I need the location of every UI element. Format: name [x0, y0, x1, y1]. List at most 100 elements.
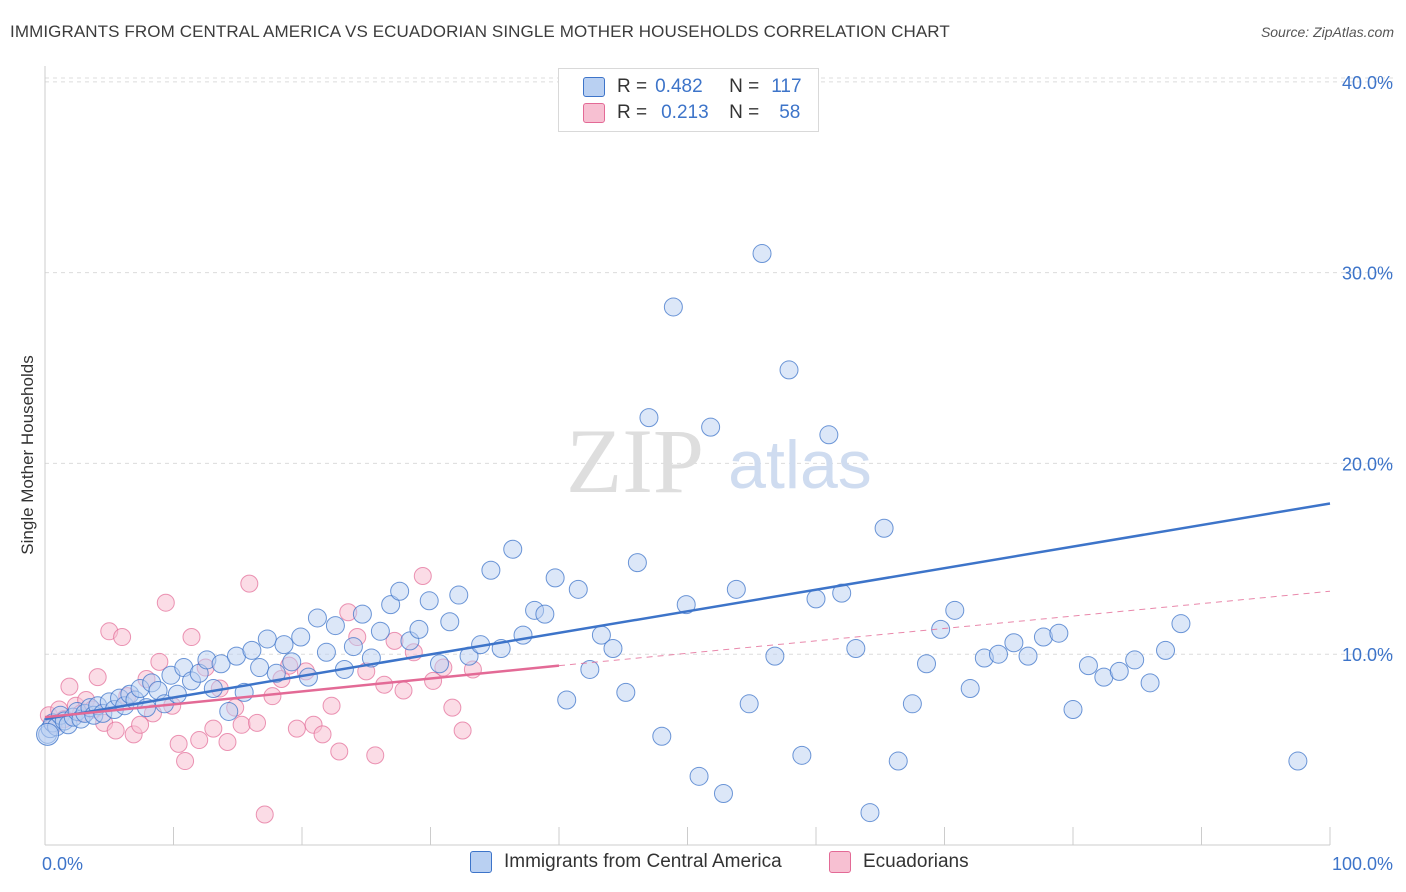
watermark-zip: ZIP	[566, 410, 704, 512]
y-tick-label: 10.0%	[1342, 645, 1393, 665]
central-america-point	[419, 591, 439, 611]
central-america-point	[1171, 614, 1191, 634]
ecuadorians-point	[190, 731, 209, 750]
central-america-point	[779, 360, 799, 380]
central-america-point	[860, 803, 880, 823]
central-america-point	[266, 663, 286, 683]
central-america-point	[316, 642, 336, 662]
central-america-point	[307, 608, 327, 628]
central-america-point	[1018, 646, 1038, 666]
central-america-point	[765, 646, 785, 666]
watermark: ZIP atlas	[566, 410, 872, 512]
x-tick-label: 0.0%	[42, 854, 83, 874]
y-tick-label: 40.0%	[1342, 73, 1393, 93]
central-america-point	[568, 579, 588, 599]
ecuadorians-point	[232, 715, 251, 734]
central-america-point	[1078, 656, 1098, 676]
central-america-point	[1156, 640, 1176, 660]
central-america-point	[545, 568, 565, 588]
ecuadorians-point	[394, 681, 413, 700]
central-america-point	[503, 539, 523, 559]
watermark-atlas: atlas	[728, 427, 872, 503]
chart-title: IMMIGRANTS FROM CENTRAL AMERICA VS ECUAD…	[10, 22, 950, 41]
ecuadorians-point	[176, 752, 195, 771]
central-america-point	[616, 682, 636, 702]
central-america-point	[917, 654, 937, 674]
ecuadorians-point	[113, 628, 132, 647]
ecuadorians-point	[322, 696, 341, 715]
central-america-point	[557, 690, 577, 710]
legend-n-value: 117	[771, 76, 802, 97]
legend-n-value: 58	[779, 102, 801, 123]
central-america-point	[36, 722, 60, 746]
central-america-point	[250, 658, 270, 678]
ecuadorians-point	[218, 732, 237, 751]
ecuadorians-point	[248, 713, 267, 732]
ecuadorians-trend-extension	[558, 590, 1331, 667]
legend-r-label: R =	[617, 102, 648, 123]
central-america-point	[1049, 623, 1069, 643]
ecuadorians-point	[156, 593, 175, 612]
ecuadorians-point	[88, 668, 107, 687]
ecuadorians-trend-line	[44, 664, 560, 719]
legend-item-ecuadorians: Ecuadorians	[829, 851, 969, 873]
central-america-point	[701, 417, 721, 437]
central-america-point	[370, 621, 390, 641]
central-america-point	[291, 627, 311, 647]
central-america-point	[739, 694, 759, 714]
central-america-point	[726, 579, 746, 599]
legend-swatch-pink	[583, 103, 605, 123]
stats-legend: R = 0.482 N = 117 R = 0.213 N = 58	[558, 68, 819, 132]
central-america-point	[663, 297, 683, 317]
central-america-point	[846, 638, 866, 658]
ecuadorians-point	[255, 805, 274, 824]
central-america-point	[449, 585, 469, 605]
legend-row-ecuadorians: R = 0.213 N = 58	[583, 101, 800, 125]
central-america-point	[639, 408, 659, 428]
central-america-point	[888, 751, 908, 771]
ecuadorians-point	[131, 715, 150, 734]
central-america-point	[343, 637, 363, 657]
central-america-point	[352, 604, 372, 624]
central-america-point	[580, 659, 600, 679]
ecuadorians-point	[240, 574, 259, 593]
legend-label: Ecuadorians	[863, 851, 969, 872]
ecuadorians-point	[169, 734, 188, 753]
ecuadorians-point	[60, 677, 79, 696]
central-america-point	[1140, 673, 1160, 693]
ecuadorians-point	[313, 725, 332, 744]
legend-row-central-america: R = 0.482 N = 117	[583, 75, 802, 99]
tick-labels: 10.0% 20.0% 30.0% 40.0% 0.0% 100.0%	[42, 73, 1393, 874]
central-america-point	[627, 553, 647, 573]
central-america-trend-line	[44, 502, 1331, 721]
central-america-point	[713, 783, 733, 803]
legend-n-label: N =	[729, 76, 760, 97]
central-america-point	[874, 518, 894, 538]
central-america-point	[902, 694, 922, 714]
central-america-point	[440, 612, 460, 632]
legend-swatch-blue	[583, 77, 605, 97]
x-tick-label: 100.0%	[1332, 854, 1393, 874]
central-america-point	[1288, 751, 1308, 771]
central-america-point	[481, 560, 501, 580]
legend-swatch-blue	[470, 851, 492, 873]
central-america-point	[409, 619, 429, 639]
central-america-point	[242, 640, 262, 660]
axes	[44, 66, 1331, 846]
central-america-point	[167, 684, 187, 704]
legend-r-label: R =	[617, 76, 648, 97]
legend-label: Immigrants from Central America	[504, 851, 782, 872]
ecuadorians-point	[443, 698, 462, 717]
central-america-point	[819, 425, 839, 445]
central-america-point	[752, 244, 772, 264]
central-america-point	[390, 581, 410, 601]
source-label: Source: ZipAtlas.com	[1260, 24, 1394, 40]
central-america-point	[806, 589, 826, 609]
central-america-point	[988, 644, 1008, 664]
central-america-point	[1004, 633, 1024, 653]
central-america-point	[603, 638, 623, 658]
legend-n-label: N =	[729, 102, 760, 123]
central-america-point	[257, 629, 277, 649]
trend-lines	[44, 502, 1331, 721]
